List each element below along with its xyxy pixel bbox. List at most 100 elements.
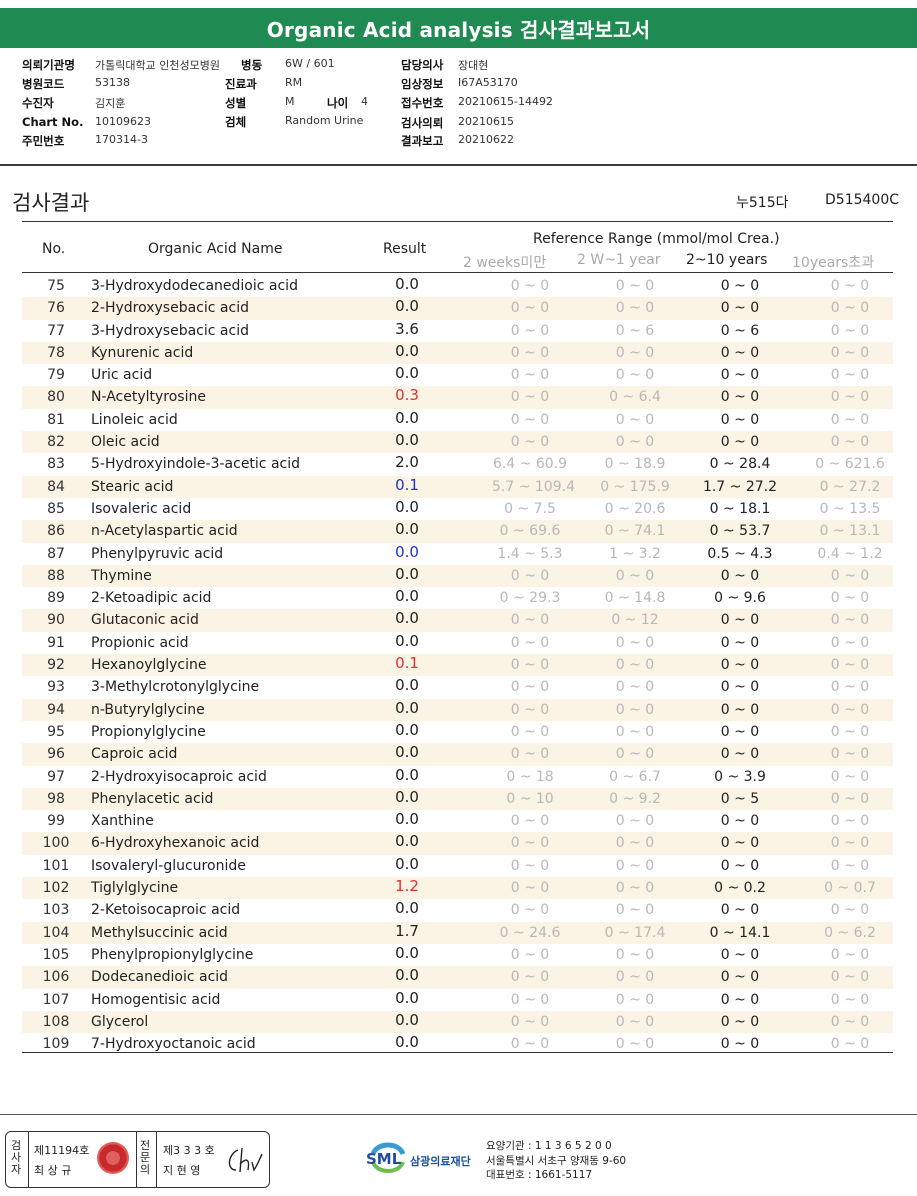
sign-label-tester: 검사자 xyxy=(10,1139,22,1176)
sign-divider xyxy=(156,1132,157,1187)
ref-range-10years: 0 ~ 0 xyxy=(720,344,760,361)
ref-range-10years: 0 ~ 0 xyxy=(720,411,760,428)
acid-name: Dodecanedioic acid xyxy=(91,969,229,986)
row-number: 85 xyxy=(47,500,65,517)
row-number: 107 xyxy=(42,991,70,1008)
ref-range-over10: 0 ~ 0 xyxy=(830,723,870,740)
table-row: 80 N-Acetyltyrosine 0.3 0 ~ 0 0 ~ 6.4 0 ~ 0 0 … xyxy=(22,386,893,409)
result-value: 0.0 xyxy=(395,1010,419,1029)
col-header-ref-4: 10years초과 xyxy=(792,255,875,271)
result-value: 0.0 xyxy=(395,676,419,695)
hospcode-label: 병원코드 xyxy=(22,77,65,91)
acid-name: Kynurenic acid xyxy=(91,344,194,361)
result-value: 0.0 xyxy=(395,810,419,829)
request-value: 20210615 xyxy=(458,115,514,128)
ref-range-2weeks: 0 ~ 0 xyxy=(510,746,550,763)
result-value: 0.1 xyxy=(395,475,419,494)
result-value: 0.0 xyxy=(395,431,419,450)
acid-name: Homogentisic acid xyxy=(91,991,221,1008)
ref-range-10years: 0 ~ 53.7 xyxy=(709,523,771,540)
ref-range-10years: 0 ~ 0 xyxy=(720,746,760,763)
table-row: 106 Dodecanedioic acid 0.0 0 ~ 0 0 ~ 0 0 ~ 0 0… xyxy=(22,966,893,989)
ref-range-2weeks: 0 ~ 0 xyxy=(510,567,550,584)
col-header-ref-1: 2 weeks미만 xyxy=(463,255,547,271)
specialist-id: 제3 3 3 호 xyxy=(163,1144,215,1157)
col-header-name: Organic Acid Name xyxy=(148,241,283,257)
ref-range-10years: 0 ~ 0 xyxy=(720,813,760,830)
tester-name: 최 상 규 xyxy=(34,1164,72,1177)
row-number: 94 xyxy=(47,701,65,718)
acid-name: Linoleic acid xyxy=(91,411,178,428)
result-value: 0.0 xyxy=(395,988,419,1007)
ref-range-2weeks: 0 ~ 0 xyxy=(510,857,550,874)
ref-range-1year: 0 ~ 74.1 xyxy=(604,523,666,540)
ref-range-10years: 0 ~ 0 xyxy=(720,278,760,294)
ref-range-1year: 0 ~ 0 xyxy=(615,434,655,451)
ref-range-over10: 0 ~ 0 xyxy=(830,701,870,718)
ref-range-1year: 0 ~ 0 xyxy=(615,969,655,986)
org-name: 삼광의료재단 xyxy=(410,1155,471,1168)
ref-range-1year: 0 ~ 0 xyxy=(615,411,655,428)
result-value: 0.0 xyxy=(395,631,419,650)
ref-range-10years: 0 ~ 0 xyxy=(720,300,760,317)
ref-range-2weeks: 0 ~ 24.6 xyxy=(499,924,561,941)
hospcode-value: 53138 xyxy=(95,76,130,89)
collector-label: 수진자 xyxy=(22,96,54,110)
ref-range-10years: 0 ~ 5 xyxy=(720,790,760,807)
ref-range-10years: 0 ~ 0 xyxy=(720,902,760,919)
table-row: 108 Glycerol 0.0 0 ~ 0 0 ~ 0 0 ~ 0 0 ~ 0 xyxy=(22,1010,893,1034)
acid-name: Xanthine xyxy=(91,813,154,830)
results-table: 75 3-Hydroxydodecanedioic acid 0.0 0 ~ 0 0 ~… xyxy=(22,275,893,1055)
row-number: 93 xyxy=(47,679,65,696)
ref-range-over10: 0 ~ 6.2 xyxy=(824,924,876,941)
row-number: 98 xyxy=(47,790,65,807)
ref-range-2weeks: 0 ~ 0 xyxy=(510,411,550,428)
ref-range-2weeks: 0 ~ 0 xyxy=(510,657,550,674)
ref-range-10years: 0 ~ 0 xyxy=(720,723,760,740)
ref-range-over10: 0 ~ 0 xyxy=(830,946,870,963)
ref-range-2weeks: 0 ~ 0 xyxy=(510,679,550,696)
row-number: 101 xyxy=(42,857,70,874)
ref-range-over10: 0 ~ 0 xyxy=(830,411,870,428)
result-value: 0.0 xyxy=(395,297,419,316)
address-line: 요양기관 : 1 1 3 6 5 2 0 0 xyxy=(486,1140,612,1152)
table-bottom-border xyxy=(22,1052,893,1053)
ref-range-over10: 0 ~ 621.6 xyxy=(815,456,885,473)
ref-range-1year: 0 ~ 6.4 xyxy=(609,389,661,406)
table-header-border xyxy=(22,272,893,273)
ref-range-1year: 0 ~ 0 xyxy=(615,857,655,874)
col-header-result: Result xyxy=(383,241,427,257)
ref-range-2weeks: 0 ~ 0 xyxy=(510,880,550,897)
table-row: 91 Propionic acid 0.0 0 ~ 0 0 ~ 0 0 ~ 0 0 ~ 0 xyxy=(22,632,893,654)
ref-range-10years: 0 ~ 0 xyxy=(720,701,760,718)
age-value: 4 xyxy=(361,95,368,108)
ref-range-over10: 0 ~ 0 xyxy=(830,1013,870,1030)
ref-range-10years: 0 ~ 0 xyxy=(720,389,760,406)
row-number: 89 xyxy=(47,590,65,607)
table-row: 99 Xanthine 0.0 0 ~ 0 0 ~ 0 0 ~ 0 0 ~ 0 xyxy=(22,810,893,832)
ref-range-1year: 0 ~ 0 xyxy=(615,634,655,651)
clinical-label: 임상정보 xyxy=(401,77,444,91)
org-address: 요양기관 : 1 1 3 6 5 2 0 0 서울특별시 서초구 양재동 9-6… xyxy=(486,1139,626,1183)
row-number: 106 xyxy=(42,969,70,986)
ref-range-over10: 0 ~ 0 xyxy=(830,367,870,384)
row-number: 82 xyxy=(47,434,65,451)
ref-range-2weeks: 0 ~ 0 xyxy=(510,991,550,1008)
row-number: 99 xyxy=(47,813,65,830)
row-number: 109 xyxy=(42,1036,70,1053)
chart-value: 10109623 xyxy=(95,115,151,128)
table-row: 96 Caproic acid 0.0 0 ~ 0 0 ~ 0 0 ~ 0 0 ~ 0 xyxy=(22,743,893,766)
ref-range-10years: 0 ~ 28.4 xyxy=(709,456,771,473)
ref-range-1year: 0 ~ 0 xyxy=(615,1013,655,1030)
ref-range-10years: 0 ~ 14.1 xyxy=(709,924,771,941)
acid-name: 7-Hydroxyoctanoic acid xyxy=(91,1036,256,1053)
ref-range-1year: 0 ~ 20.6 xyxy=(604,500,666,517)
ref-range-over10: 0 ~ 27.2 xyxy=(819,478,881,495)
report-value: 20210622 xyxy=(458,133,514,146)
ref-range-10years: 0 ~ 0 xyxy=(720,367,760,384)
acid-name: Phenylpyruvic acid xyxy=(91,545,224,562)
ref-range-2weeks: 0 ~ 0 xyxy=(510,835,550,852)
footer-divider xyxy=(0,1114,917,1115)
acid-name: N-Acetyltyrosine xyxy=(91,389,206,406)
result-value: 0.0 xyxy=(395,341,419,360)
